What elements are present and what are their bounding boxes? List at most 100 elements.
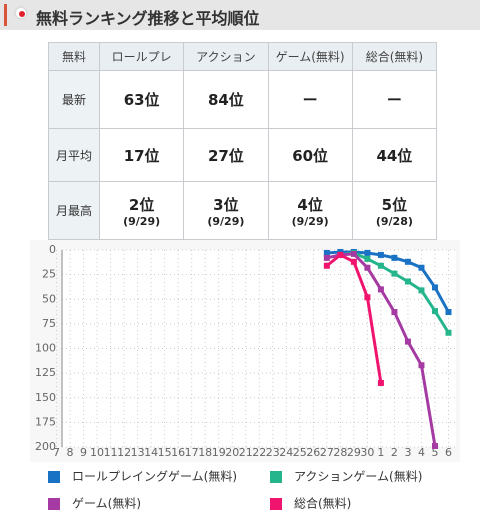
x-tick-label: 12	[117, 446, 131, 459]
rank: 60位	[292, 146, 329, 165]
rank-cell: 84位	[183, 70, 269, 129]
x-tick-label: 17	[185, 446, 199, 459]
data-point	[377, 251, 384, 258]
table-row: 月最高 2位 (9/29) 3位 (9/29) 4位 (9/29) 5位 (9/28)	[48, 181, 438, 240]
data-point	[364, 255, 371, 262]
x-tick-label: 8	[67, 446, 74, 459]
rank: ー	[302, 91, 318, 109]
column-header: 無料	[48, 42, 100, 71]
x-tick-label: 25	[293, 446, 307, 459]
header-title: 無料ランキング推移と平均順位	[36, 9, 260, 28]
y-tick-label: 75	[42, 317, 56, 330]
column-header: ロールプレ	[98, 42, 185, 71]
x-tick-label: 29	[347, 446, 361, 459]
data-point	[377, 286, 384, 293]
x-tick-label: 27	[320, 446, 334, 459]
data-point	[364, 249, 371, 256]
x-tick-label: 24	[279, 446, 293, 459]
data-point	[323, 254, 330, 261]
table-header-row: 無料 ロールプレ アクション ゲーム(無料) 総合(無料)	[48, 42, 438, 71]
data-point	[404, 278, 411, 285]
y-tick-label: 25	[42, 268, 56, 281]
x-tick-label: 5	[431, 446, 438, 459]
x-tick-label: 16	[171, 446, 185, 459]
table-row: 月平均 17位 27位 60位 44位	[48, 128, 438, 182]
data-point	[418, 362, 425, 369]
data-point	[431, 443, 438, 450]
x-tick-label: 6	[445, 446, 452, 459]
rank: 63位	[123, 91, 160, 109]
y-tick-label: 200	[35, 440, 56, 453]
x-tick-label: 11	[104, 446, 118, 459]
x-tick-label: 1	[377, 446, 384, 459]
flag-icon	[14, 6, 28, 20]
y-tick-label: 150	[35, 391, 56, 404]
accent-bar	[4, 4, 7, 26]
y-tick-label: 125	[35, 366, 56, 379]
rank-cell: 5位 (9/28)	[351, 181, 438, 240]
rank: 44位	[376, 146, 413, 165]
column-header: 総合(無料)	[351, 42, 438, 71]
rank: 17位	[123, 146, 160, 165]
rank-cell: 44位	[351, 128, 438, 182]
table-row: 最新 63位 84位 ー ー	[48, 70, 438, 129]
rank-cell: 17位	[98, 128, 185, 182]
rank-cell: 27位	[183, 128, 269, 182]
x-tick-label: 26	[306, 446, 320, 459]
rank: 2位	[128, 195, 155, 214]
x-tick-label: 28	[333, 446, 347, 459]
x-tick-label: 21	[239, 446, 253, 459]
x-tick-label: 14	[144, 446, 158, 459]
x-tick-label: 7	[53, 446, 60, 459]
rank: 3位	[213, 195, 239, 214]
x-tick-label: 4	[418, 446, 425, 459]
legend-label: ロールプレイングゲーム(無料)	[72, 469, 237, 484]
header: 無料ランキング推移と平均順位	[0, 0, 480, 30]
x-tick-label: 15	[158, 446, 172, 459]
x-tick-label: 19	[212, 446, 226, 459]
data-point	[323, 262, 330, 269]
legend-swatch	[48, 471, 60, 483]
rank-cell: 3位 (9/29)	[183, 181, 269, 240]
x-tick-label: 2	[391, 446, 398, 459]
data-point	[377, 262, 384, 269]
data-point	[323, 249, 330, 256]
data-point	[431, 308, 438, 315]
rank-date: (9/29)	[207, 214, 245, 228]
data-point	[404, 258, 411, 265]
x-tick-label: 18	[198, 446, 212, 459]
data-point	[391, 270, 398, 277]
data-point	[350, 258, 357, 265]
data-point	[445, 309, 452, 316]
legend-swatch	[270, 498, 282, 510]
rank-cell: 60位	[267, 128, 353, 182]
x-tick-label: 9	[80, 446, 87, 459]
x-tick-label: 10	[90, 446, 104, 459]
x-tick-label: 13	[131, 446, 145, 459]
rank: 5位	[381, 195, 408, 214]
rank-cell: ー	[351, 70, 438, 129]
x-tick-label: 23	[266, 446, 280, 459]
data-point	[377, 379, 384, 386]
column-header: アクション	[183, 42, 269, 71]
legend-swatch	[48, 498, 60, 510]
legend-swatch	[270, 471, 282, 483]
data-point	[337, 251, 344, 258]
rank: ー	[386, 91, 402, 109]
data-point	[404, 338, 411, 345]
y-tick-label: 100	[35, 342, 56, 355]
x-tick-label: 3	[404, 446, 411, 459]
rank-date: (9/29)	[123, 214, 161, 228]
y-tick-label: 50	[42, 292, 56, 305]
data-point	[445, 329, 452, 336]
legend-label: 総合(無料)	[294, 496, 351, 511]
rank-date: (9/28)	[375, 214, 413, 228]
row-label: 月最高	[48, 181, 100, 240]
data-point	[418, 264, 425, 271]
rank-date: (9/29)	[291, 214, 329, 228]
x-tick-label: 22	[252, 446, 266, 459]
data-point	[418, 287, 425, 294]
rank-cell: ー	[267, 70, 353, 129]
rank: 84位	[207, 91, 244, 109]
